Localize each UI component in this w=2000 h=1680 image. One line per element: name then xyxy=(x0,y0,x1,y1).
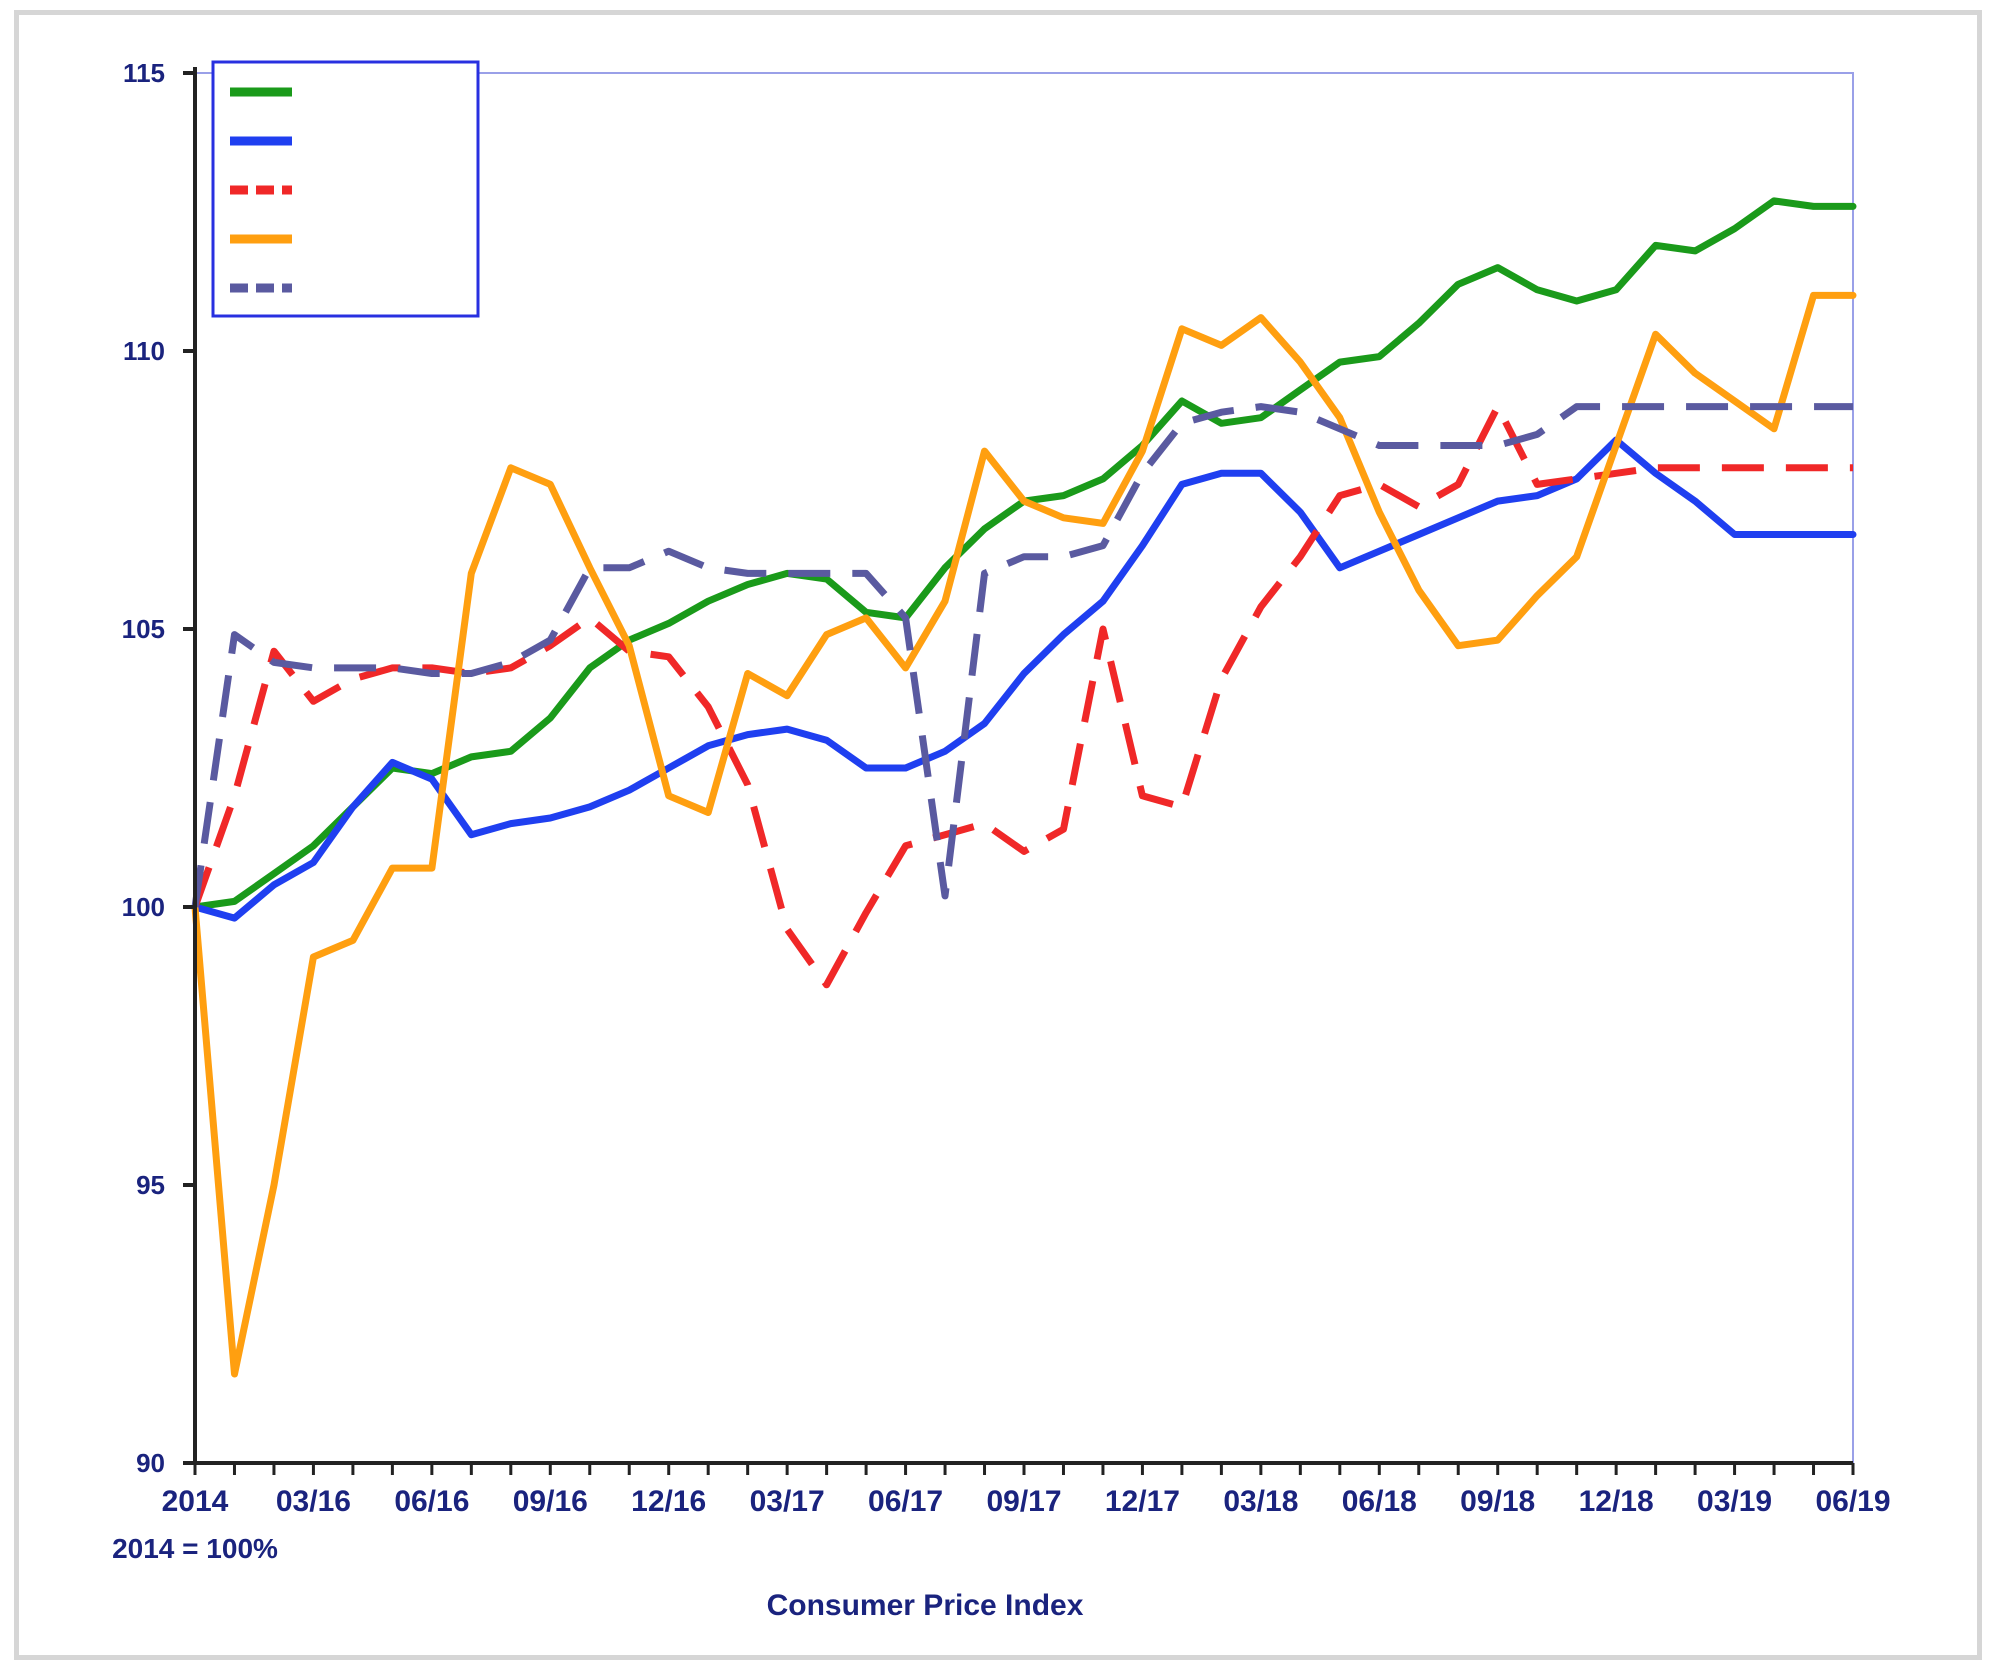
x-axis-title: Consumer Price Index xyxy=(767,1589,1084,1622)
y-tick-label: 105 xyxy=(122,614,165,644)
series-line-5 xyxy=(191,403,1853,908)
axis-layer: 90 95 100 105 110 115 2014 03/16 06/16 09/16 12/16… xyxy=(122,58,1891,1518)
series-line-2 xyxy=(191,436,1857,922)
x-tick-label: 03/18 xyxy=(1223,1485,1298,1518)
x-tick-label: 06/17 xyxy=(868,1485,943,1518)
legend-box xyxy=(211,60,480,318)
x-tick-label: 09/16 xyxy=(513,1485,588,1518)
x-tick-label: 09/17 xyxy=(986,1485,1061,1518)
y-tick-label: 110 xyxy=(123,336,165,366)
x-tick-label: 09/18 xyxy=(1460,1485,1535,1518)
x-tick-label: 06/18 xyxy=(1342,1485,1417,1518)
series-line-4 xyxy=(191,291,1857,1378)
y-tick-label: 90 xyxy=(136,1448,165,1478)
x-tick-label: 06/16 xyxy=(394,1485,469,1518)
x-tick-label: 2014 xyxy=(162,1485,229,1518)
legend xyxy=(211,60,480,318)
x-tick-label: 12/16 xyxy=(631,1485,706,1518)
series-line-3 xyxy=(191,403,1853,989)
y-tick-label: 100 xyxy=(122,892,165,922)
x-tick-label: 03/16 xyxy=(276,1485,351,1518)
y-tick-label: 115 xyxy=(123,58,165,88)
x-tick-label: 03/19 xyxy=(1697,1485,1772,1518)
x-tick-label: 12/17 xyxy=(1105,1485,1180,1518)
y-tick-label: 95 xyxy=(136,1170,165,1200)
series-layer xyxy=(191,197,1857,1378)
x-tick-label: 03/17 xyxy=(750,1485,825,1518)
x-axis-base-note: 2014 = 100% xyxy=(112,1533,278,1564)
x-tick-label: 06/19 xyxy=(1815,1485,1890,1518)
x-tick-label: 12/18 xyxy=(1579,1485,1654,1518)
